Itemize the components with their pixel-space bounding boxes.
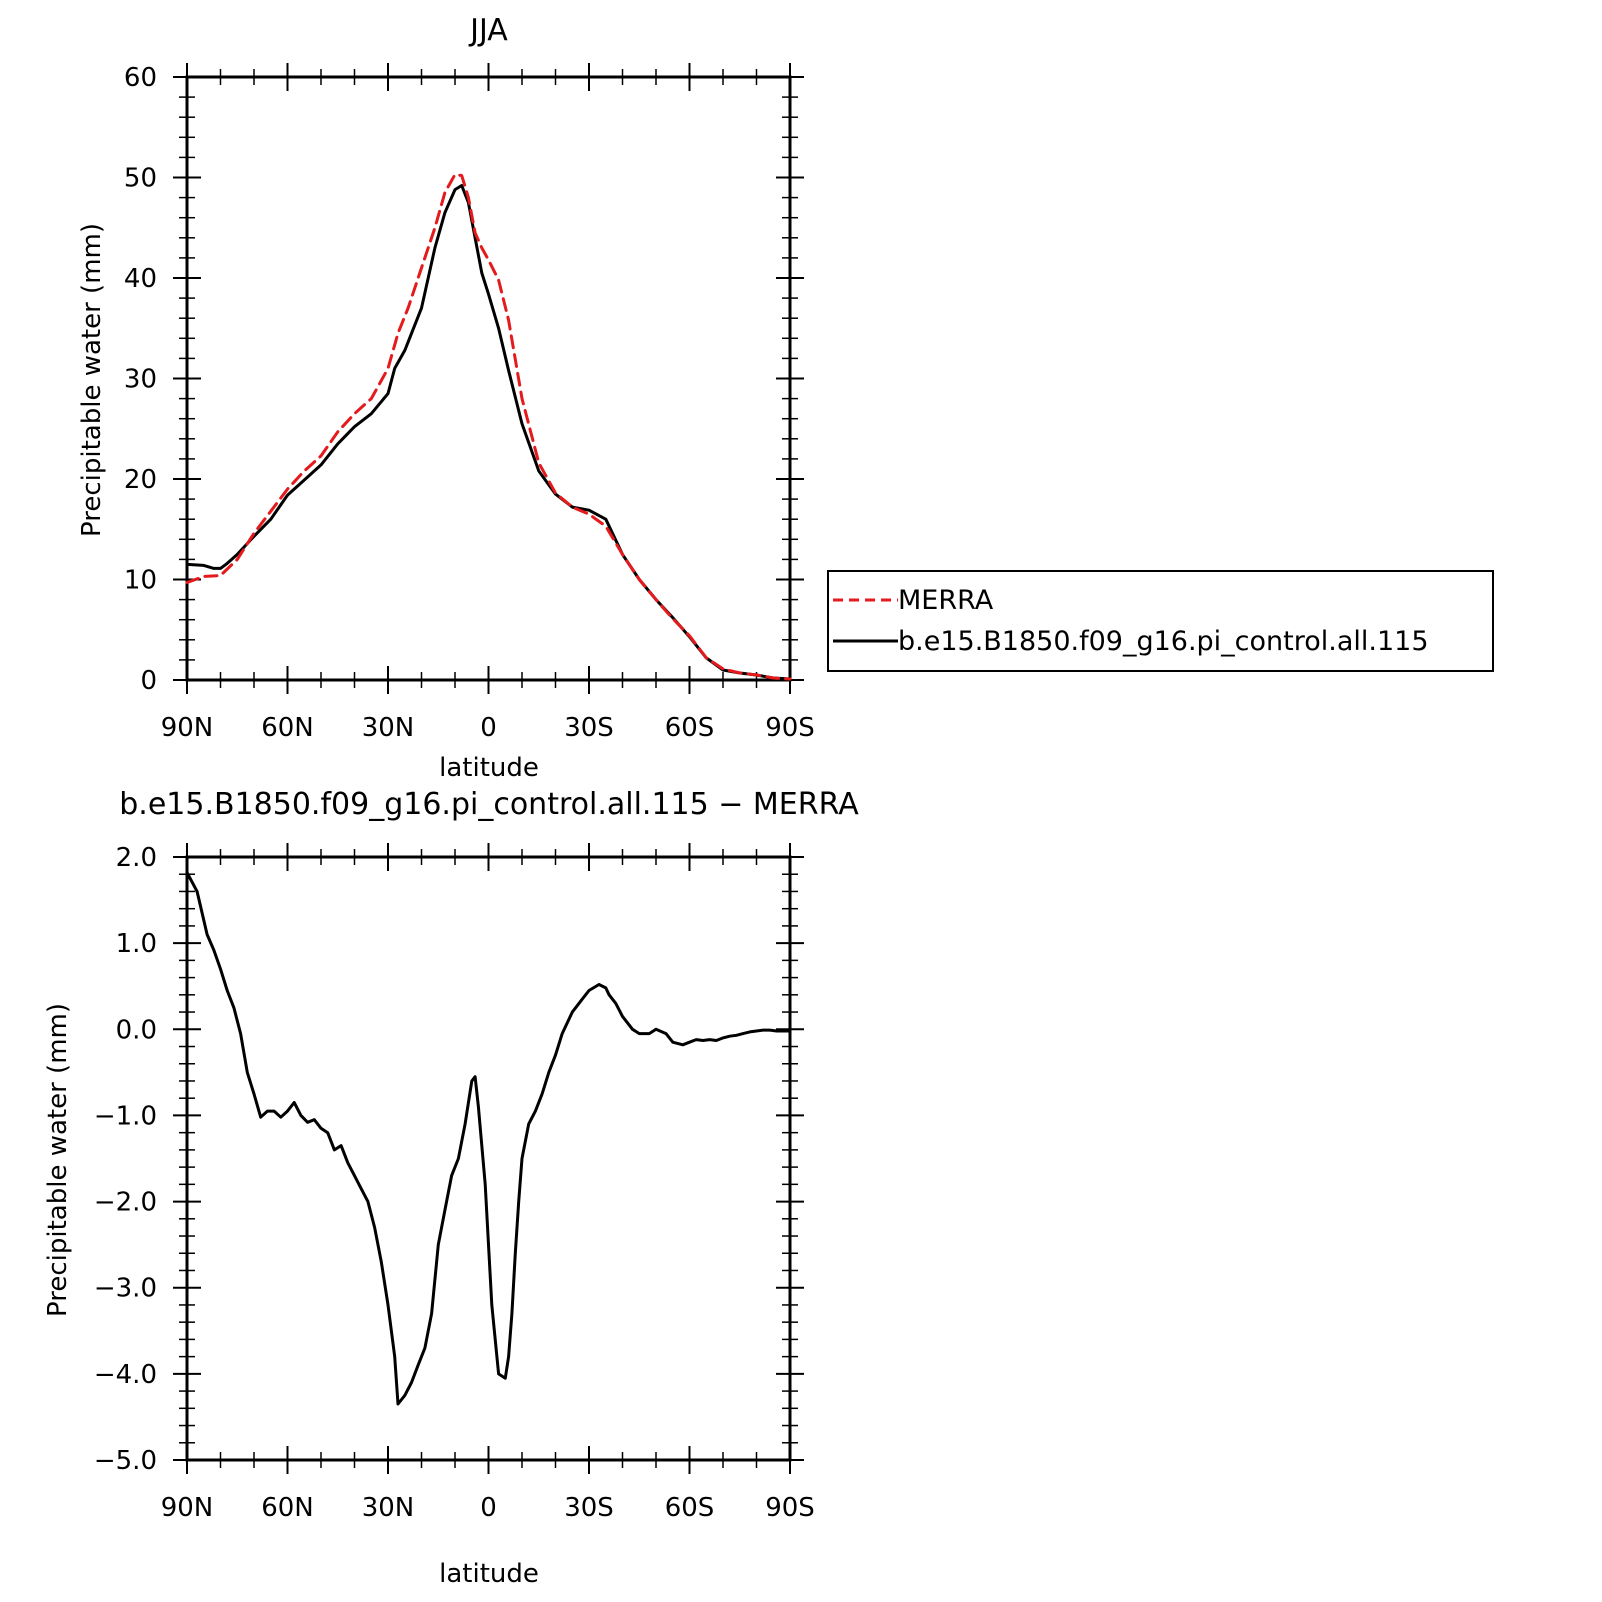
bottom-x-tick-label: 60S [665, 1493, 715, 1523]
bottom-x-tick-label: 90S [765, 1493, 815, 1523]
top-y-tick-label: 30 [124, 365, 157, 395]
top-x-tick-label: 0 [480, 713, 497, 743]
top-x-tick-label: 60S [665, 713, 715, 743]
bottom-y-tick-label: 2.0 [116, 843, 157, 873]
top-plot-title: JJA [468, 13, 508, 48]
bottom-x-tick-label: 60N [261, 1493, 314, 1523]
top-panel: JJA 90N 60N 30N 0 30S 60S 90S 0 10 20 30 40 50 60 la… [77, 13, 1494, 783]
top-x-tick-label: 90S [765, 713, 815, 743]
top-y-tick-label: 50 [124, 164, 157, 194]
bottom-y-tick-label: 1.0 [116, 929, 157, 959]
top-y-tick-labels: 0 10 20 30 40 50 60 [124, 63, 157, 696]
bottom-x-tick-labels: 90N 60N 30N 0 30S 60S 90S [161, 1493, 815, 1523]
bottom-series-lines [185, 871, 792, 1406]
bottom-plot-frame [185, 855, 792, 1462]
bottom-y-tick-label: 0.0 [116, 1015, 157, 1045]
bottom-panel: b.e15.B1850.f09_g16.pi_control.all.115 −… [43, 787, 859, 1589]
top-plot-frame [185, 75, 792, 682]
bottom-x-tick-label: 30S [564, 1493, 614, 1523]
bottom-y-tick-label: −1.0 [94, 1101, 157, 1131]
top-y-tick-label: 20 [124, 465, 157, 495]
bottom-x-tick-label: 90N [161, 1493, 214, 1523]
top-y-axis-title: Precipitable water (mm) [77, 223, 107, 537]
top-y-tick-label: 0 [140, 666, 157, 696]
legend-label-model: b.e15.B1850.f09_g16.pi_control.all.115 [898, 626, 1429, 657]
legend-box [827, 570, 1494, 672]
bottom-axis-ticks [173, 843, 804, 1474]
bottom-x-axis-title: latitude [439, 1559, 539, 1589]
bottom-y-tick-label: −2.0 [94, 1188, 157, 1218]
bottom-y-tick-label: −5.0 [94, 1446, 157, 1476]
bottom-x-tick-label: 0 [480, 1493, 497, 1523]
top-y-tick-label: 10 [124, 566, 157, 596]
bottom-y-axis-title: Precipitable water (mm) [43, 1003, 73, 1317]
bottom-y-tick-label: −3.0 [94, 1274, 157, 1304]
top-y-tick-label: 40 [124, 264, 157, 294]
legend-label-merra: MERRA [898, 585, 994, 616]
top-x-tick-label: 90N [161, 713, 214, 743]
top-x-tick-label: 30N [362, 713, 415, 743]
top-axis-ticks [173, 63, 804, 694]
bottom-plot-title: b.e15.B1850.f09_g16.pi_control.all.115 −… [119, 787, 859, 822]
legend: MERRA b.e15.B1850.f09_g16.pi_control.all… [827, 570, 1494, 672]
top-series-lines [185, 173, 792, 681]
bottom-series-line-difference [185, 871, 792, 1406]
top-x-axis-title: latitude [439, 753, 539, 783]
bottom-y-tick-labels: −5.0 −4.0 −3.0 −2.0 −1.0 0.0 1.0 2.0 [94, 843, 157, 1476]
top-series-line-merra [185, 173, 792, 681]
top-x-tick-label: 30S [564, 713, 614, 743]
bottom-x-tick-label: 30N [362, 1493, 415, 1523]
top-y-tick-label: 60 [124, 63, 157, 93]
top-x-tick-labels: 90N 60N 30N 0 30S 60S 90S [161, 713, 815, 743]
top-x-tick-label: 60N [261, 713, 314, 743]
bottom-y-tick-label: −4.0 [94, 1360, 157, 1390]
top-series-line-model [185, 184, 792, 681]
